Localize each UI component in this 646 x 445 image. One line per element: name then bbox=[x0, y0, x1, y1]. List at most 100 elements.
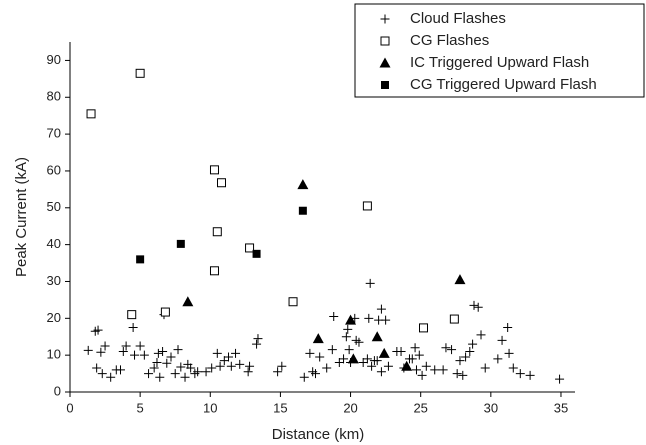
point bbox=[207, 363, 217, 373]
x-tick-label: 25 bbox=[413, 400, 427, 415]
point bbox=[135, 341, 145, 351]
point bbox=[299, 372, 309, 382]
point bbox=[329, 311, 339, 321]
point bbox=[455, 356, 465, 366]
point bbox=[245, 361, 255, 371]
point bbox=[217, 178, 226, 188]
x-tick-label: 20 bbox=[343, 400, 357, 415]
point bbox=[421, 361, 431, 371]
point bbox=[401, 360, 413, 371]
legend-label: CG Flashes bbox=[410, 32, 489, 49]
y-tick-label: 60 bbox=[47, 162, 61, 177]
point bbox=[209, 266, 219, 276]
point bbox=[235, 359, 245, 369]
point bbox=[469, 300, 479, 310]
point bbox=[176, 362, 186, 372]
point bbox=[452, 369, 462, 379]
point bbox=[396, 346, 406, 356]
y-tick-label: 10 bbox=[47, 347, 61, 362]
point bbox=[212, 348, 222, 358]
point bbox=[410, 343, 420, 353]
point bbox=[312, 333, 324, 344]
point bbox=[407, 354, 417, 364]
y-tick-label: 50 bbox=[47, 199, 61, 214]
point bbox=[419, 323, 428, 333]
point bbox=[465, 346, 475, 356]
x-tick-label: 0 bbox=[66, 400, 73, 415]
point bbox=[153, 348, 163, 358]
legend-marker bbox=[379, 57, 391, 68]
legend-box bbox=[354, 3, 645, 98]
point bbox=[354, 337, 364, 347]
point bbox=[96, 347, 106, 357]
point bbox=[508, 363, 518, 373]
point bbox=[367, 361, 377, 371]
y-tick-label: 0 bbox=[54, 383, 61, 398]
x-tick-label: 15 bbox=[273, 400, 287, 415]
point bbox=[383, 361, 393, 371]
point bbox=[116, 365, 125, 375]
point bbox=[364, 313, 374, 323]
point bbox=[182, 296, 194, 307]
point bbox=[253, 334, 263, 344]
point bbox=[158, 346, 168, 356]
point bbox=[347, 353, 359, 364]
point bbox=[417, 370, 427, 380]
point bbox=[215, 361, 225, 371]
point bbox=[288, 297, 298, 307]
point bbox=[173, 345, 183, 355]
point bbox=[310, 369, 320, 379]
point bbox=[245, 243, 255, 253]
point bbox=[273, 367, 283, 377]
point bbox=[376, 367, 386, 377]
x-tick-label: 5 bbox=[137, 400, 144, 415]
point bbox=[121, 341, 131, 351]
point bbox=[139, 350, 149, 360]
point bbox=[226, 361, 236, 371]
point bbox=[155, 372, 165, 382]
point bbox=[219, 356, 229, 366]
point bbox=[160, 307, 170, 317]
point bbox=[83, 345, 93, 355]
point bbox=[92, 363, 102, 373]
point bbox=[243, 367, 253, 377]
point bbox=[305, 348, 315, 358]
point bbox=[152, 358, 162, 368]
point bbox=[339, 354, 349, 364]
point bbox=[327, 345, 337, 355]
point bbox=[515, 369, 525, 379]
point bbox=[170, 369, 180, 379]
point bbox=[503, 323, 513, 333]
point bbox=[315, 352, 325, 362]
y-axis-label: Peak Current (kA) bbox=[13, 157, 30, 277]
point bbox=[180, 372, 190, 382]
point bbox=[447, 345, 457, 355]
point bbox=[344, 345, 354, 355]
point bbox=[458, 370, 468, 380]
point bbox=[449, 314, 459, 324]
point bbox=[128, 323, 138, 333]
legend-marker bbox=[380, 36, 390, 46]
point bbox=[376, 304, 386, 314]
legend-marker bbox=[381, 81, 389, 89]
point bbox=[493, 354, 503, 364]
point bbox=[100, 341, 110, 351]
y-tick-label: 70 bbox=[47, 126, 61, 141]
point bbox=[130, 350, 140, 360]
point bbox=[277, 361, 287, 371]
point bbox=[468, 339, 478, 349]
point bbox=[322, 363, 332, 373]
point bbox=[186, 363, 196, 373]
point bbox=[209, 165, 219, 175]
point bbox=[231, 348, 241, 358]
point bbox=[378, 347, 390, 358]
point bbox=[106, 372, 116, 382]
y-tick-label: 80 bbox=[47, 89, 61, 104]
point bbox=[365, 278, 375, 288]
point bbox=[297, 179, 309, 190]
legend-marker bbox=[380, 14, 390, 24]
point bbox=[224, 352, 234, 362]
legend-label: CG Triggered Upward Flash bbox=[410, 76, 597, 93]
y-tick-label: 40 bbox=[47, 236, 61, 251]
